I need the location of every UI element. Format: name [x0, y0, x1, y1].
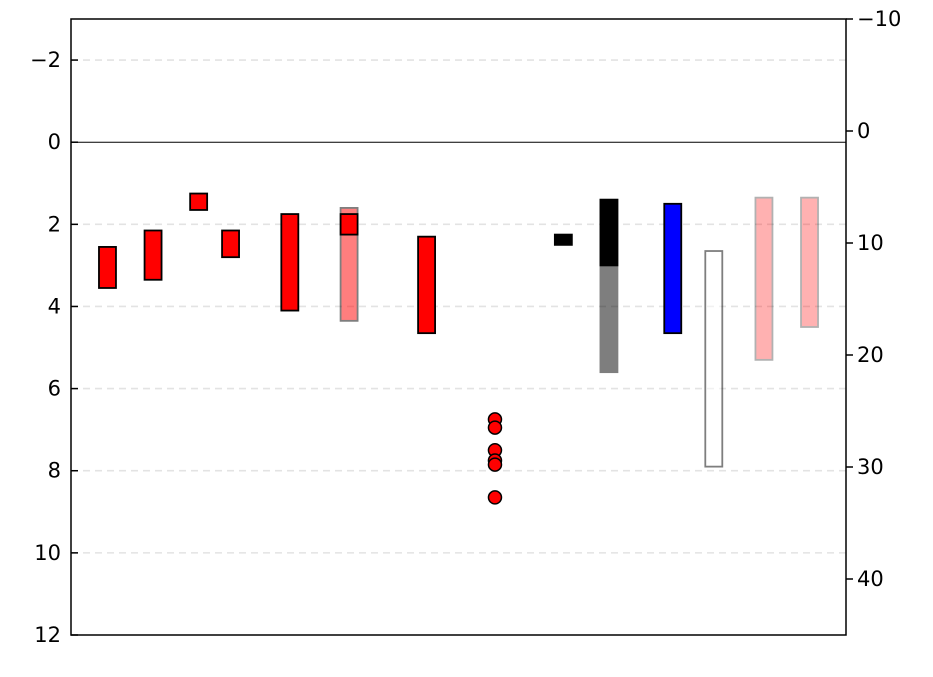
left-tick-label: 8 — [48, 459, 61, 483]
range-bar — [189, 192, 209, 211]
right-tick-label: 0 — [857, 119, 870, 143]
range-bar — [143, 229, 163, 281]
range-bar — [754, 196, 774, 361]
range-bar — [800, 196, 819, 328]
range-bar — [339, 213, 359, 236]
left-y-axis: −2 0 2 4 6 8 10 12 — [30, 48, 78, 647]
right-tick-label: 20 — [857, 343, 884, 367]
left-tick-label: −2 — [30, 48, 61, 72]
right-tick-label: 40 — [857, 567, 884, 591]
left-tick-label: 12 — [34, 623, 61, 647]
left-tick-label: 4 — [48, 294, 61, 318]
grid-lines — [71, 59, 846, 554]
left-tick-label: 0 — [48, 130, 61, 154]
range-bar — [663, 202, 683, 335]
right-tick-label: 10 — [857, 231, 884, 255]
range-bar — [339, 207, 359, 322]
left-tick-label: 10 — [34, 541, 61, 565]
scatter-points — [487, 412, 503, 505]
range-bar — [553, 233, 573, 246]
plot-frame — [70, 18, 847, 636]
range-bars — [98, 192, 819, 468]
right-tick-label: −10 — [857, 7, 901, 31]
range-bar — [599, 198, 619, 267]
range-bar — [417, 235, 436, 335]
range-bar — [280, 213, 300, 312]
range-bar — [98, 246, 117, 289]
range-bar — [704, 250, 724, 468]
scatter-point — [487, 490, 503, 505]
scatter-point — [487, 457, 503, 472]
range-bar — [221, 229, 240, 259]
right-tick-label: 30 — [857, 455, 884, 479]
right-y-axis: −10 0 10 20 30 40 — [846, 7, 901, 591]
left-tick-label: 6 — [48, 377, 61, 401]
scatter-point — [487, 420, 503, 435]
left-tick-label: 2 — [48, 212, 61, 236]
plot-background — [71, 19, 846, 635]
